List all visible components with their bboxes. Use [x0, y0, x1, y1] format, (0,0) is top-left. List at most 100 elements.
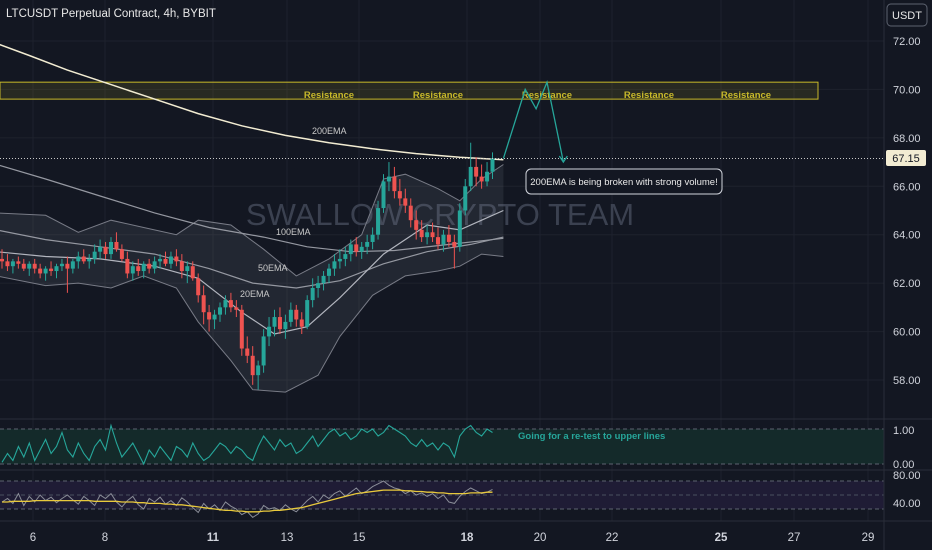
candle-body	[196, 278, 201, 296]
candle-body	[267, 326, 272, 337]
ema20-label: 20EMA	[240, 289, 270, 299]
projection-path	[502, 79, 568, 164]
resistance-label: Resistance	[413, 90, 463, 101]
currency-button-border[interactable]	[886, 3, 928, 27]
price-tick-label: 66.00	[893, 181, 921, 193]
candle-body	[212, 314, 217, 320]
candle-body	[327, 268, 331, 276]
time-tick-label: 11	[207, 532, 220, 544]
candle-body	[250, 355, 255, 376]
candle-body	[27, 263, 32, 269]
time-tick-label: 29	[862, 532, 875, 544]
candle-body	[21, 263, 26, 269]
candle-body	[81, 256, 86, 262]
candle-body	[310, 287, 315, 301]
candle-body	[446, 234, 451, 242]
price-axis[interactable]: 72.00 70.00 68.00 66.00 64.00 62.00 60.00 58.00	[893, 36, 921, 387]
candle-body	[16, 261, 21, 264]
candle-body	[174, 256, 179, 262]
current-price-badge: 67.15	[886, 150, 926, 166]
current-price-badge-bg	[886, 150, 926, 166]
candle-body	[98, 246, 103, 252]
candle-body	[277, 317, 282, 330]
candle-body	[218, 307, 222, 315]
candle-body	[403, 198, 408, 206]
candle-body	[10, 261, 15, 267]
ema-line-50ema	[0, 229, 504, 289]
candle-body	[436, 237, 440, 245]
callout-box: 200EMA is being broken with strong volum…	[525, 168, 723, 195]
candle-body	[76, 256, 81, 262]
candle-body	[294, 309, 299, 320]
candle-body	[152, 261, 157, 269]
resistance-label: Resistance	[721, 90, 771, 101]
ema200-label: 200EMA	[312, 126, 347, 136]
candle-body	[65, 263, 70, 269]
candle-body	[397, 191, 402, 199]
candle-body	[141, 263, 146, 272]
time-tick-label: 22	[606, 532, 619, 544]
candle-body	[38, 268, 43, 274]
price-tick-label: 58.00	[893, 375, 921, 387]
candle-body	[321, 275, 326, 284]
rsi-tick-40: 40.00	[893, 498, 921, 510]
ema-lines	[0, 43, 504, 335]
candle-body	[479, 176, 484, 182]
currency-button[interactable]: USDT	[886, 3, 928, 27]
rsi-tick-80: 80.00	[893, 470, 921, 482]
ema-line-20ema	[0, 209, 504, 335]
projection-line	[502, 79, 565, 163]
candlesticks	[0, 142, 495, 390]
candle-body	[256, 365, 261, 376]
currency-button-label[interactable]: USDT	[892, 10, 922, 22]
candle-body	[337, 258, 342, 262]
candle-body	[288, 309, 293, 322]
candle-body	[158, 258, 163, 262]
candle-body	[168, 256, 173, 264]
oscillator-tick-0: 0.00	[893, 459, 914, 471]
candle-body	[316, 283, 321, 288]
time-axis[interactable]: 6 8 11 13 15 18 20 22 25 27 29	[30, 532, 875, 544]
candle-body	[119, 249, 124, 259]
candle-body	[136, 266, 141, 272]
ema50-label: 50EMA	[258, 263, 288, 273]
candle-body	[0, 258, 4, 262]
candle-body	[359, 246, 364, 252]
candle-body	[354, 244, 359, 252]
time-tick-label: 25	[715, 532, 728, 544]
candle-body	[370, 234, 375, 242]
candle-body	[190, 266, 195, 279]
candle-body	[348, 244, 353, 255]
candle-body	[201, 295, 206, 313]
candle-body	[386, 176, 391, 182]
candle-body	[207, 312, 212, 320]
candle-body	[49, 268, 54, 272]
price-tick-label: 64.00	[893, 230, 921, 242]
band-lower	[0, 253, 504, 393]
candle-body	[147, 263, 152, 269]
candle-body	[408, 205, 413, 221]
candle-body	[261, 336, 266, 366]
candle-body	[376, 208, 381, 235]
candle-body	[414, 220, 419, 230]
candle-body	[283, 321, 288, 330]
candle-body	[430, 232, 435, 238]
band-upper	[0, 164, 504, 277]
ema-line-200ema	[0, 43, 504, 161]
candle-body	[234, 307, 239, 310]
candle-body	[109, 241, 113, 255]
candle-body	[381, 181, 386, 209]
candle-body	[272, 317, 277, 327]
time-tick-label: 27	[788, 532, 801, 544]
current-price-value: 67.15	[892, 153, 920, 165]
candle-body	[425, 232, 430, 238]
candle-body	[457, 210, 462, 247]
candle-body	[228, 300, 233, 308]
oscillator-polyline	[1, 423, 493, 466]
price-tick-label: 60.00	[893, 327, 921, 339]
time-tick-label: 15	[353, 532, 366, 544]
oscillator-line	[1, 423, 493, 466]
candle-body	[114, 241, 119, 250]
projection-arrowhead	[558, 155, 568, 164]
